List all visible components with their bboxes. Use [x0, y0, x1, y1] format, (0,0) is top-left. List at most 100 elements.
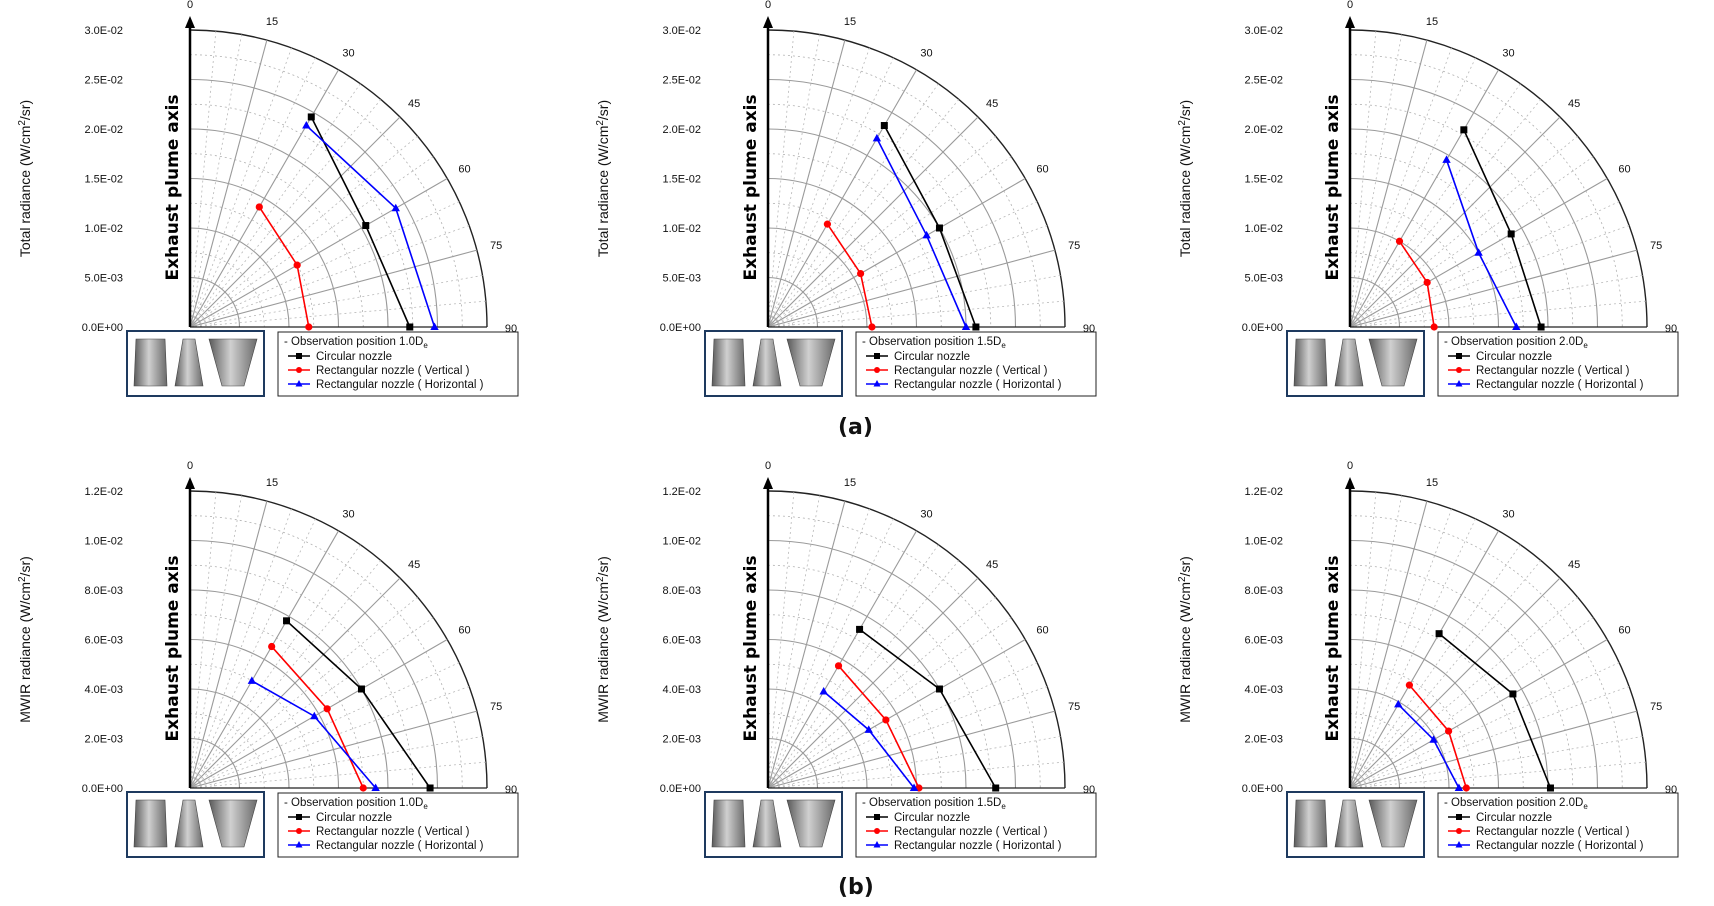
legend-marker-circle — [874, 367, 880, 373]
radial-tick-label: 1.0E-02 — [662, 536, 701, 548]
rectangular-horizontal-nozzle-picture — [1368, 799, 1418, 848]
legend-marker-triangle — [1455, 841, 1463, 848]
angle-tick-label: 60 — [1618, 164, 1630, 176]
data-point-square — [1460, 126, 1468, 134]
series-line-3 — [251, 680, 377, 789]
data-point-triangle — [310, 711, 319, 720]
minor-arc — [189, 515, 463, 789]
radial-tick-label: 3.0E-02 — [662, 25, 701, 37]
data-point-triangle — [1512, 322, 1521, 330]
radial-tick-label: 8.0E-03 — [1244, 585, 1283, 597]
series-line-1 — [1438, 633, 1552, 789]
legend-title: - Observation position 1.0De — [284, 797, 428, 811]
legend-marker-triangle — [295, 380, 303, 387]
data-point-circle — [1444, 727, 1453, 735]
minor-arc — [767, 54, 1041, 328]
series-line-3 — [1445, 159, 1518, 328]
rectangular-horizontal-nozzle-picture — [208, 338, 258, 387]
circular-nozzle-picture — [133, 799, 168, 848]
legend-entry-label: Rectangular nozzle ( Vertical ) — [894, 826, 1048, 838]
legend-marker-triangle — [295, 841, 303, 848]
angle-tick-label: 15 — [266, 16, 278, 28]
angle-tick-label: 0 — [187, 460, 193, 472]
data-point-triangle — [922, 230, 931, 239]
radial-line — [189, 530, 339, 789]
minor-arc — [1349, 713, 1425, 789]
data-point-circle — [1462, 784, 1470, 792]
minor-arc — [1349, 515, 1623, 789]
radial-line — [189, 639, 448, 789]
data-point-circle — [359, 784, 367, 792]
legend-box — [1437, 792, 1679, 858]
circular-nozzle-picture — [133, 338, 168, 387]
data-point-square — [972, 323, 980, 331]
data-point-square — [935, 685, 943, 693]
legend-entry-label: Rectangular nozzle ( Horizontal ) — [1476, 840, 1644, 852]
plume-axis-arrow — [763, 16, 773, 28]
data-point-triangle — [371, 783, 380, 791]
rectangular-horizontal-nozzle-picture — [786, 799, 836, 848]
data-point-circle — [255, 203, 263, 211]
minor-arc — [189, 564, 414, 789]
legend-marker-triangle — [873, 841, 881, 848]
legend-entry-label: Rectangular nozzle ( Horizontal ) — [316, 840, 484, 852]
data-point-triangle — [1394, 699, 1403, 708]
legend-box — [1437, 331, 1679, 397]
series-line-3 — [305, 124, 436, 328]
data-point-circle — [1405, 681, 1413, 689]
angle-tick-label: 60 — [458, 625, 470, 637]
legend-entry-label: Rectangular nozzle ( Vertical ) — [316, 365, 470, 377]
minor-arc — [767, 564, 992, 789]
legend-title: - Observation position 2.0De — [1444, 336, 1588, 350]
y-axis-label: Total radiance (W/cm2/sr) — [1177, 100, 1193, 257]
y-axis-label: MWIR radiance (W/cm2/sr) — [595, 556, 611, 723]
radial-tick-label: 1.0E-02 — [1244, 223, 1283, 235]
rectangular-vertical-nozzle-picture — [1334, 799, 1364, 848]
data-point-triangle — [1474, 248, 1483, 256]
legend-marker-circle — [1456, 367, 1462, 373]
radial-tick-label: 2.5E-02 — [1244, 75, 1283, 87]
minor-arc — [767, 103, 992, 328]
radial-tick-label: 3.0E-02 — [84, 25, 123, 37]
legend-entry-label: Rectangular nozzle ( Horizontal ) — [894, 840, 1062, 852]
radial-line — [189, 39, 268, 328]
minor-arc — [767, 663, 893, 789]
angle-tick-label: 75 — [1650, 240, 1662, 252]
data-point-square — [283, 617, 291, 625]
angle-tick-label: 60 — [1036, 164, 1048, 176]
rectangular-vertical-nozzle-picture — [752, 799, 782, 848]
radial-tick-label: 0.0E+00 — [660, 322, 701, 334]
radial-tick-label: 5.0E-03 — [662, 273, 701, 285]
radial-line — [767, 500, 846, 789]
radial-line — [189, 69, 339, 328]
radial-tick-label: 6.0E-03 — [662, 635, 701, 647]
minor-arc — [1349, 54, 1623, 328]
exhaust-plume-axis-label: Exhaust plume axis — [741, 94, 761, 280]
data-point-square — [1509, 690, 1517, 698]
radial-line — [1349, 639, 1608, 789]
radial-tick-label: 5.0E-03 — [1244, 273, 1283, 285]
minor-arc — [1349, 202, 1475, 328]
radial-line — [1349, 69, 1499, 328]
angle-tick-label: 60 — [1618, 625, 1630, 637]
angle-tick-label: 0 — [1347, 460, 1353, 472]
series-line-1 — [1463, 129, 1542, 328]
radial-line — [767, 39, 846, 328]
angle-tick-label: 60 — [1036, 625, 1048, 637]
data-point-circle — [868, 323, 876, 331]
y-axis-label: MWIR radiance (W/cm2/sr) — [17, 556, 33, 723]
data-point-square — [880, 122, 888, 130]
legend-marker-triangle — [1455, 380, 1463, 387]
data-point-circle — [1430, 323, 1438, 331]
radial-tick-label: 2.0E-03 — [1244, 734, 1283, 746]
legend-marker-triangle — [873, 380, 881, 387]
legend-marker-circle — [1456, 828, 1462, 834]
circular-nozzle-picture — [1293, 338, 1328, 387]
plume-axis-arrow — [1345, 477, 1355, 489]
series-line-2 — [271, 646, 364, 789]
radial-line — [767, 178, 1026, 328]
data-point-triangle — [1454, 783, 1464, 791]
rectangular-vertical-nozzle-picture — [174, 799, 204, 848]
legend-title: - Observation position 1.5De — [862, 336, 1006, 350]
radial-line — [767, 83, 939, 328]
